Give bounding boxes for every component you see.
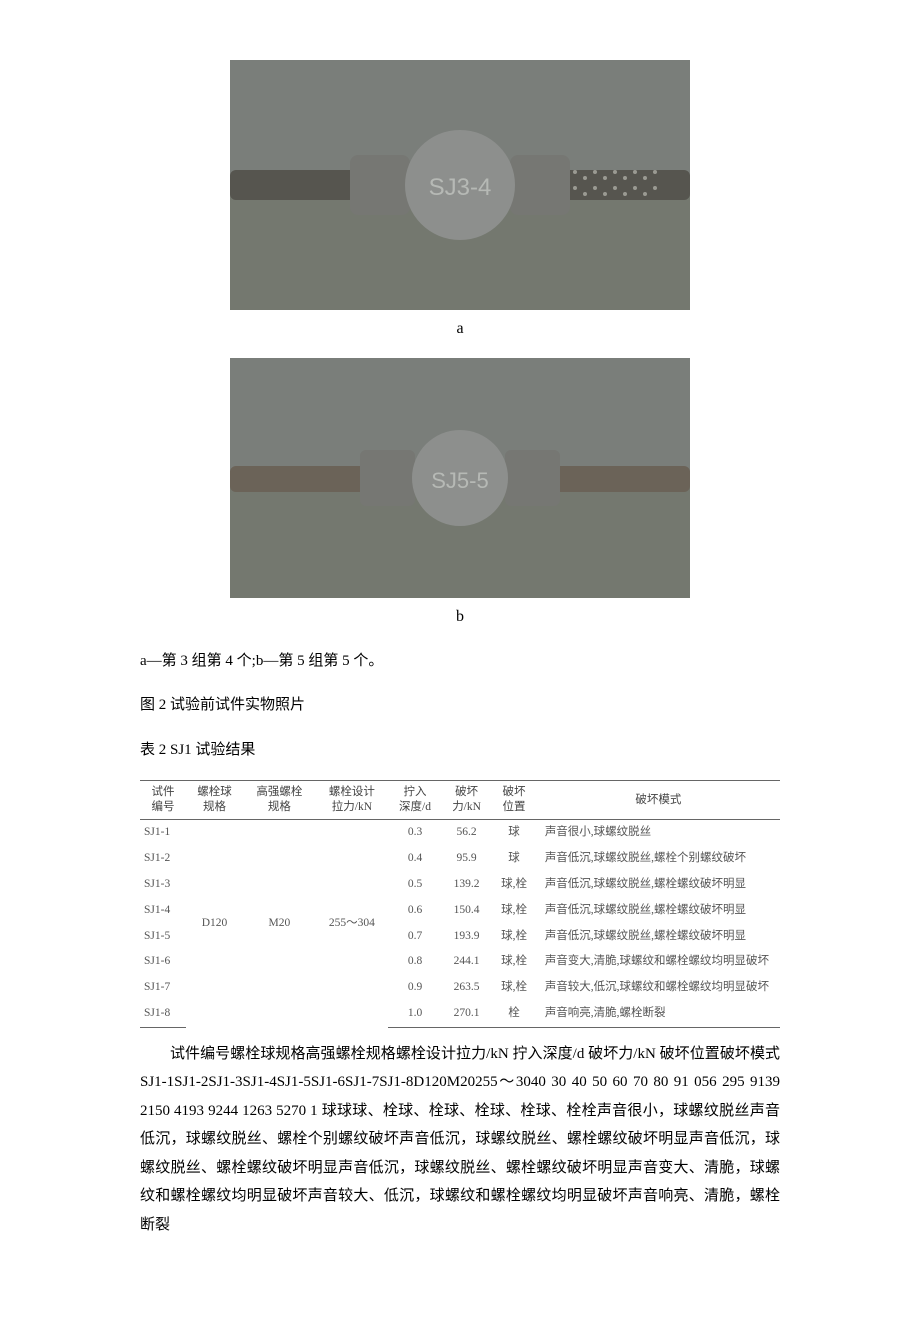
- th-design-2: 拉力/kN: [332, 801, 372, 813]
- cell-mode: 声音较大,低沉,球螺纹和螺栓螺纹均明显破坏: [537, 975, 780, 1001]
- th-id-2: 编号: [151, 801, 174, 813]
- table-caption: 表 2 SJ1 试验结果: [140, 736, 780, 765]
- cell-force: 263.5: [442, 975, 491, 1001]
- th-depth-2: 深度/d: [399, 801, 431, 813]
- cell-pos: 球,栓: [491, 949, 537, 975]
- th-mode: 破坏模式: [635, 794, 681, 806]
- table-row: SJ1-1D120M20255～3040.356.2球声音很小,球螺纹脱丝: [140, 820, 780, 846]
- cell-depth: 0.4: [388, 846, 442, 872]
- cell-design: 255～304: [316, 820, 389, 1028]
- cell-force: 139.2: [442, 872, 491, 898]
- th-pos-2: 位置: [503, 801, 526, 813]
- cell-depth: 0.5: [388, 872, 442, 898]
- cell-depth: 0.8: [388, 949, 442, 975]
- cell-pos: 球,栓: [491, 898, 537, 924]
- th-bolt-1: 高强螺栓: [256, 786, 302, 798]
- figure-a: SJ3-4 a: [140, 60, 780, 344]
- cell-id: SJ1-8: [140, 1001, 186, 1027]
- cell-mode: 声音变大,清脆,球螺纹和螺栓螺纹均明显破坏: [537, 949, 780, 975]
- cell-id: SJ1-2: [140, 846, 186, 872]
- figure-b-mark: SJ5-5: [431, 468, 488, 493]
- cell-ball: D120: [186, 820, 243, 1028]
- cell-depth: 0.7: [388, 924, 442, 950]
- cell-pos: 球,栓: [491, 872, 537, 898]
- cell-mode: 声音低沉,球螺纹脱丝,螺栓螺纹破坏明显: [537, 924, 780, 950]
- th-force-2: 力/kN: [452, 801, 481, 813]
- figure-b-label: b: [140, 602, 780, 632]
- figure-caption: 图 2 试验前试件实物照片: [140, 691, 780, 720]
- figure-note: a—第 3 组第 4 个;b—第 5 组第 5 个。: [140, 647, 780, 676]
- cell-mode: 声音响亮,清脆,螺栓断裂: [537, 1001, 780, 1027]
- figure-a-label: a: [140, 314, 780, 344]
- th-pos-1: 破坏: [503, 786, 526, 798]
- cell-pos: 球,栓: [491, 975, 537, 1001]
- cell-mode: 声音低沉,球螺纹脱丝,螺栓螺纹破坏明显: [537, 898, 780, 924]
- cell-id: SJ1-4: [140, 898, 186, 924]
- figure-a-mark: SJ3-4: [429, 174, 492, 201]
- th-depth-1: 拧入: [404, 786, 427, 798]
- cell-id: SJ1-5: [140, 924, 186, 950]
- cell-id: SJ1-3: [140, 872, 186, 898]
- figure-b: SJ5-5 b: [140, 358, 780, 632]
- cell-pos: 球,栓: [491, 924, 537, 950]
- figure-a-image: SJ3-4: [230, 60, 690, 310]
- th-ball-1: 螺栓球: [197, 786, 232, 798]
- cell-id: SJ1-7: [140, 975, 186, 1001]
- body-paragraph: 试件编号螺栓球规格高强螺栓规格螺栓设计拉力/kN 拧入深度/d 破坏力/kN 破…: [140, 1040, 780, 1240]
- cell-pos: 球: [491, 820, 537, 846]
- cell-bolt: M20: [243, 820, 316, 1028]
- cell-force: 193.9: [442, 924, 491, 950]
- th-bolt-2: 规格: [268, 801, 291, 813]
- cell-pos: 栓: [491, 1001, 537, 1027]
- cell-depth: 0.9: [388, 975, 442, 1001]
- cell-depth: 0.3: [388, 820, 442, 846]
- cell-mode: 声音很小,球螺纹脱丝: [537, 820, 780, 846]
- cell-id: SJ1-1: [140, 820, 186, 846]
- cell-force: 150.4: [442, 898, 491, 924]
- cell-pos: 球: [491, 846, 537, 872]
- cell-id: SJ1-6: [140, 949, 186, 975]
- cell-force: 270.1: [442, 1001, 491, 1027]
- th-force-1: 破坏: [455, 786, 478, 798]
- cell-mode: 声音低沉,球螺纹脱丝,螺栓螺纹破坏明显: [537, 872, 780, 898]
- th-design-1: 螺栓设计: [329, 786, 375, 798]
- cell-force: 56.2: [442, 820, 491, 846]
- th-id-1: 试件: [151, 786, 174, 798]
- results-table: 试件编号 螺栓球规格 高强螺栓规格 螺栓设计拉力/kN 拧入深度/d 破坏力/k…: [140, 780, 780, 1028]
- cell-depth: 1.0: [388, 1001, 442, 1027]
- figure-b-image: SJ5-5: [230, 358, 690, 598]
- cell-force: 244.1: [442, 949, 491, 975]
- th-ball-2: 规格: [203, 801, 226, 813]
- cell-mode: 声音低沉,球螺纹脱丝,螺栓个别螺纹破坏: [537, 846, 780, 872]
- cell-force: 95.9: [442, 846, 491, 872]
- cell-depth: 0.6: [388, 898, 442, 924]
